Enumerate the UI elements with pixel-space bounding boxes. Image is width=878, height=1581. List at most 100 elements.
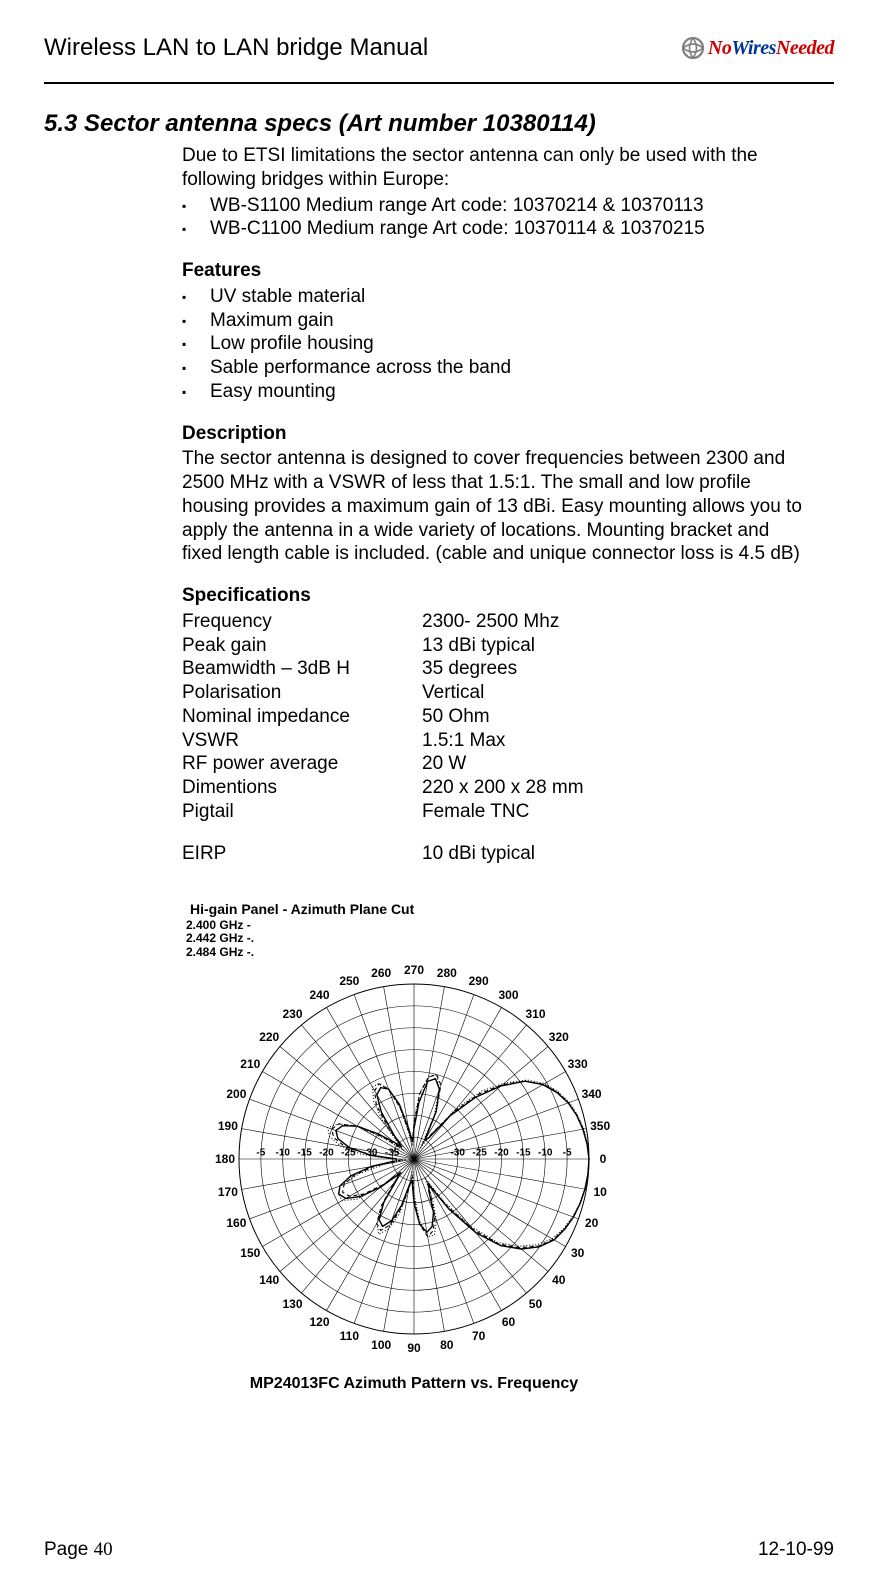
intro-bullet-list: WB-S1100 Medium range Art code: 10370214…	[182, 194, 810, 242]
angle-tick-label: 210	[240, 1057, 260, 1071]
radial-tick-label: -25	[472, 1147, 486, 1158]
angle-tick-label: 150	[240, 1246, 260, 1260]
list-item: Low profile housing	[182, 332, 810, 356]
angle-tick-label: 260	[371, 966, 391, 980]
spec-value: Female TNC	[422, 800, 810, 824]
angle-tick-label: 30	[571, 1246, 584, 1260]
chart-title: Hi-gain Panel - Azimuth Plane Cut	[190, 901, 662, 917]
angle-tick-label: 290	[469, 974, 489, 988]
radial-tick-label: -5	[563, 1147, 572, 1158]
angle-tick-label: 240	[309, 988, 329, 1002]
angle-tick-label: 330	[568, 1057, 588, 1071]
list-item: Easy mounting	[182, 380, 810, 404]
angle-tick-label: 340	[582, 1087, 602, 1101]
angle-tick-label: 300	[498, 988, 518, 1002]
angle-tick-label: 20	[585, 1216, 598, 1230]
angle-tick-label: 320	[549, 1030, 569, 1044]
page-num: 40	[94, 1539, 113, 1560]
angle-tick-label: 270	[404, 963, 424, 977]
radial-tick-label: -15	[297, 1147, 311, 1158]
list-item: Maximum gain	[182, 309, 810, 333]
spec-label: Dimentions	[182, 776, 422, 800]
angle-tick-label: 110	[340, 1329, 359, 1343]
logo-word-1: No	[708, 37, 731, 60]
angle-tick-label: 70	[472, 1329, 485, 1343]
angle-tick-label: 170	[218, 1185, 238, 1199]
angle-tick-label: 220	[259, 1030, 279, 1044]
spec-label: Pigtail	[182, 800, 422, 824]
intro-line-1: Due to ETSI limitations the sector anten…	[182, 144, 810, 168]
spec-value: 50 Ohm	[422, 705, 810, 729]
page-number: Page 40	[44, 1539, 113, 1561]
spec-value: 220 x 200 x 28 mm	[422, 776, 810, 800]
angle-tick-label: 40	[552, 1273, 565, 1287]
angle-tick-label: 250	[339, 974, 359, 988]
footer: Page 40 12-10-99	[44, 1539, 834, 1561]
angle-tick-label: 60	[502, 1315, 515, 1329]
radial-tick-label: -10	[538, 1147, 552, 1158]
angle-tick-label: 200	[226, 1087, 246, 1101]
radial-tick-label: -10	[276, 1147, 290, 1158]
spec-value: Vertical	[422, 681, 810, 705]
angle-tick-label: 230	[282, 1007, 302, 1021]
radial-tick-label: -30	[451, 1147, 465, 1158]
polar-plot-area: 0102030405060708090100110120130140150160…	[194, 929, 634, 1369]
angle-tick-label: 160	[226, 1216, 246, 1230]
radial-tick-label: -35	[385, 1147, 399, 1158]
angle-tick-label: 90	[407, 1341, 420, 1355]
spec-label: Peak gain	[182, 634, 422, 658]
chart-caption: MP24013FC Azimuth Pattern vs. Frequency	[194, 1375, 634, 1393]
angle-tick-label: 280	[437, 966, 457, 980]
features-list: UV stable material Maximum gain Low prof…	[182, 285, 810, 404]
angle-tick-label: 140	[259, 1273, 279, 1287]
spec-label: Frequency	[182, 610, 422, 634]
spec-label: Polarisation	[182, 681, 422, 705]
features-heading: Features	[182, 259, 810, 283]
list-item: WB-S1100 Medium range Art code: 10370214…	[182, 194, 810, 218]
angle-tick-label: 120	[309, 1315, 329, 1329]
spec-label: Nominal impedance	[182, 705, 422, 729]
angle-tick-label: 100	[371, 1338, 391, 1352]
doc-title: Wireless LAN to LAN bridge Manual	[44, 34, 428, 62]
brand-logo: No Wires Needed	[680, 34, 834, 62]
angle-tick-label: 80	[440, 1338, 453, 1352]
eirp-label: EIRP	[182, 842, 422, 866]
angle-tick-label: 0	[600, 1152, 607, 1166]
header-rule	[44, 82, 834, 84]
section-heading: 5.3 Sector antenna specs (Art number 103…	[44, 110, 834, 138]
spec-label: Beamwidth – 3dB H	[182, 657, 422, 681]
radial-tick-label: -30	[363, 1147, 377, 1158]
angle-tick-label: 190	[218, 1119, 238, 1133]
eirp-row: EIRP 10 dBi typical	[182, 842, 810, 866]
angle-tick-label: 310	[525, 1007, 545, 1021]
intro-line-2: following bridges within Europe:	[182, 168, 810, 192]
spec-value: 2300- 2500 Mhz	[422, 610, 810, 634]
description-heading: Description	[182, 422, 810, 446]
radial-tick-label: -5	[256, 1147, 265, 1158]
eirp-value: 10 dBi typical	[422, 842, 810, 866]
specs-table: Frequency2300- 2500 Mhz Peak gain13 dBi …	[182, 610, 810, 824]
page-date: 12-10-99	[758, 1539, 834, 1561]
list-item: UV stable material	[182, 285, 810, 309]
page-label: Page	[44, 1539, 94, 1560]
radial-tick-label: -20	[494, 1147, 508, 1158]
body-block: Due to ETSI limitations the sector anten…	[182, 144, 810, 865]
radial-tick-label: -25	[341, 1147, 355, 1158]
radial-tick-label: -20	[319, 1147, 333, 1158]
angle-tick-label: 10	[593, 1185, 606, 1199]
logo-word-3: Needed	[776, 37, 834, 60]
globe-icon	[680, 35, 708, 61]
logo-word-2: Wires	[731, 37, 776, 60]
specs-heading: Specifications	[182, 584, 810, 608]
spec-value: 35 degrees	[422, 657, 810, 681]
angle-tick-label: 50	[529, 1297, 542, 1311]
spec-value: 13 dBi typical	[422, 634, 810, 658]
list-item: WB-C1100 Medium range Art code: 10370114…	[182, 217, 810, 241]
header-row: Wireless LAN to LAN bridge Manual No Wir…	[44, 24, 834, 72]
spec-value: 1.5:1 Max	[422, 729, 810, 753]
list-item: Sable performance across the band	[182, 356, 810, 380]
description-text: The sector antenna is designed to cover …	[182, 447, 810, 566]
spec-label: VSWR	[182, 729, 422, 753]
polar-chart: Hi-gain Panel - Azimuth Plane Cut 2.400 …	[182, 901, 662, 1393]
angle-tick-label: 350	[590, 1119, 610, 1133]
